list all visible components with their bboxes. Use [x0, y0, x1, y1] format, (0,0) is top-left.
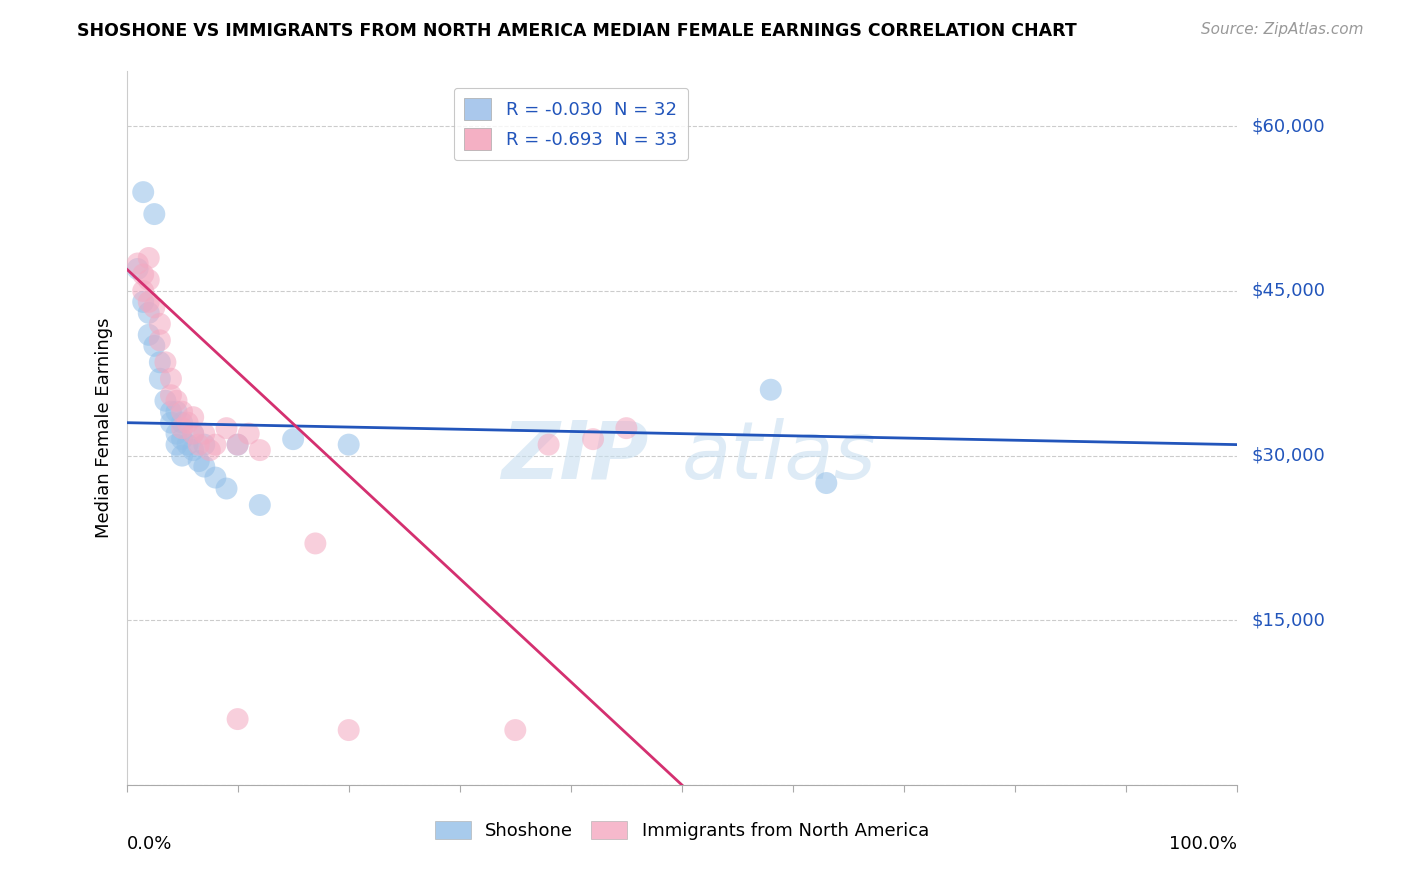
Point [132, 284, 155, 298]
Point [132, 185, 155, 199]
Point [176, 416, 198, 430]
Text: $15,000: $15,000 [1251, 611, 1324, 629]
Point [249, 443, 271, 458]
Point [155, 393, 177, 408]
Point [281, 432, 304, 446]
Text: $30,000: $30,000 [1251, 447, 1324, 465]
Point [238, 426, 260, 441]
Point [187, 454, 209, 468]
Point [166, 426, 188, 441]
Text: 100.0%: 100.0% [1170, 835, 1237, 853]
Point [160, 372, 183, 386]
Point [143, 301, 166, 315]
Point [172, 416, 194, 430]
Point [181, 426, 204, 441]
Point [132, 268, 155, 282]
Legend: Shoshone, Immigrants from North America: Shoshone, Immigrants from North America [427, 814, 936, 847]
Point [337, 437, 360, 451]
Point [143, 207, 166, 221]
Point [155, 355, 177, 369]
Point [132, 294, 155, 309]
Text: atlas: atlas [682, 417, 877, 496]
Point [503, 723, 526, 737]
Point [149, 317, 172, 331]
Text: Source: ZipAtlas.com: Source: ZipAtlas.com [1201, 22, 1364, 37]
Point [149, 372, 172, 386]
Point [172, 449, 194, 463]
Point [187, 437, 209, 451]
Point [172, 405, 194, 419]
Point [215, 421, 238, 435]
Point [226, 712, 249, 726]
Point [226, 437, 249, 451]
Point [160, 388, 183, 402]
Point [176, 437, 198, 451]
Text: ZIP: ZIP [501, 417, 648, 496]
Point [172, 421, 194, 435]
Point [127, 262, 149, 277]
Point [759, 383, 782, 397]
Point [127, 256, 149, 270]
Point [149, 355, 172, 369]
Point [537, 437, 560, 451]
Point [143, 339, 166, 353]
Point [149, 334, 172, 348]
Point [215, 482, 238, 496]
Point [138, 327, 160, 342]
Point [304, 536, 326, 550]
Point [138, 306, 160, 320]
Point [616, 421, 638, 435]
Point [582, 432, 605, 446]
Point [193, 426, 215, 441]
Point [204, 470, 226, 484]
Point [815, 476, 838, 491]
Point [181, 443, 204, 458]
Y-axis label: Median Female Earnings: Median Female Earnings [94, 318, 112, 539]
Point [160, 405, 183, 419]
Point [138, 294, 160, 309]
Text: 0.0%: 0.0% [127, 835, 172, 853]
Point [226, 437, 249, 451]
Point [181, 426, 204, 441]
Point [166, 405, 188, 419]
Point [166, 393, 188, 408]
Point [160, 416, 183, 430]
Point [138, 251, 160, 265]
Point [181, 410, 204, 425]
Point [204, 437, 226, 451]
Point [138, 273, 160, 287]
Point [172, 432, 194, 446]
Point [337, 723, 360, 737]
Point [193, 437, 215, 451]
Point [249, 498, 271, 512]
Text: $60,000: $60,000 [1251, 117, 1324, 136]
Point [198, 443, 221, 458]
Point [193, 459, 215, 474]
Text: $45,000: $45,000 [1251, 282, 1326, 300]
Point [166, 437, 188, 451]
Text: SHOSHONE VS IMMIGRANTS FROM NORTH AMERICA MEDIAN FEMALE EARNINGS CORRELATION CHA: SHOSHONE VS IMMIGRANTS FROM NORTH AMERIC… [77, 22, 1077, 40]
